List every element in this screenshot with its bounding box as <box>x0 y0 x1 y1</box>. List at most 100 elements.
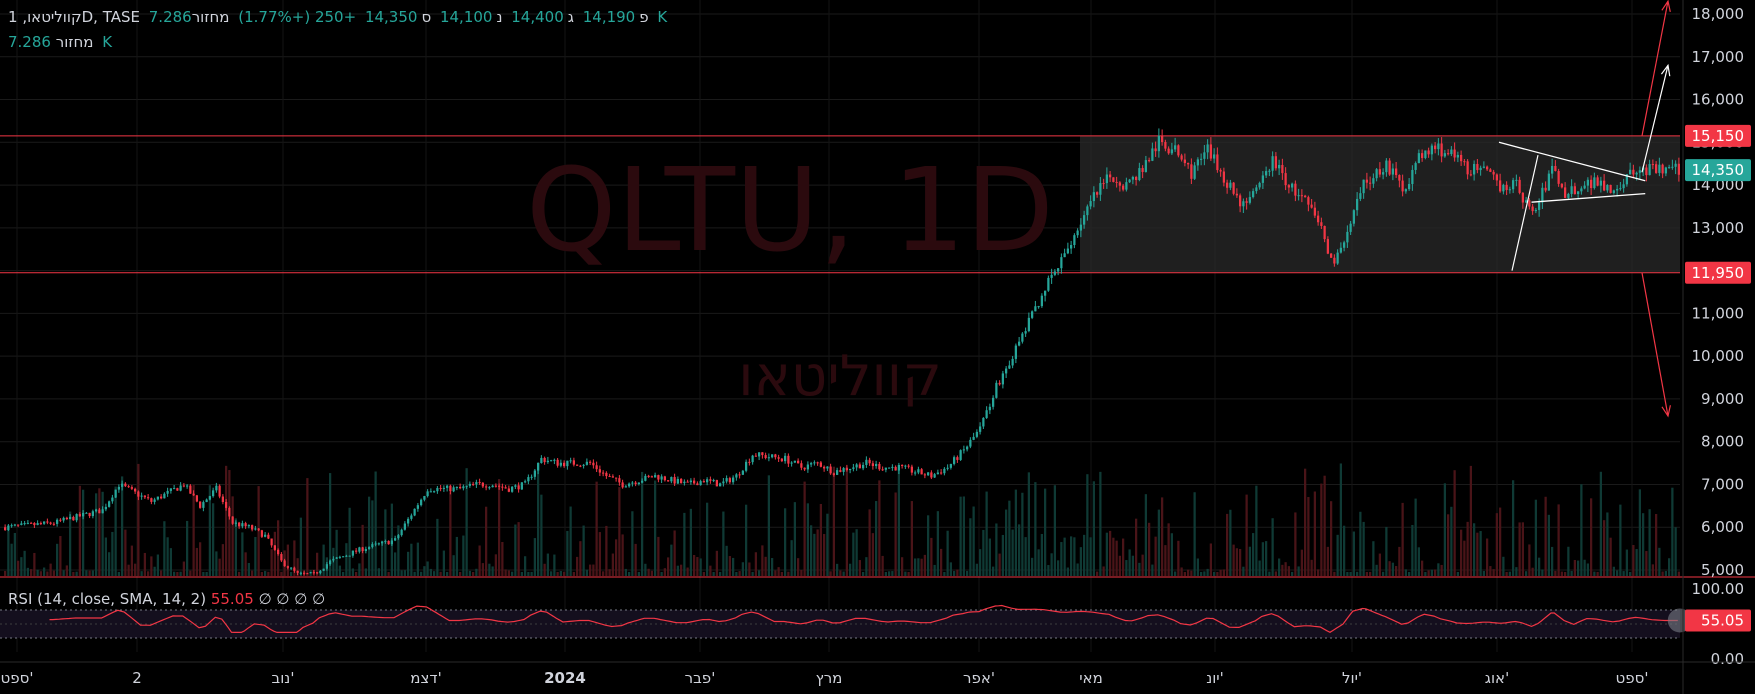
volume-bar <box>878 480 881 576</box>
volume-bar <box>416 542 419 576</box>
volume-bar <box>160 570 163 576</box>
volume-bar <box>1612 566 1615 576</box>
volume-bar <box>130 545 133 576</box>
volume-bar <box>1417 547 1420 576</box>
volume-bar <box>1027 472 1030 576</box>
volume-bar <box>338 565 341 576</box>
volume-bar <box>585 569 588 576</box>
rsi-label[interactable]: RSI (14, close, SMA, 14, 2) <box>8 590 207 608</box>
candle-body <box>1128 179 1131 183</box>
volume-bar <box>465 468 468 576</box>
volume-bar <box>1531 567 1534 576</box>
candle-body <box>1011 358 1014 366</box>
volume-bar <box>329 473 332 576</box>
candle-body <box>1021 333 1024 342</box>
volume-bar <box>839 570 842 576</box>
candle-body <box>1115 181 1118 183</box>
candle-body <box>176 488 179 491</box>
candle-body <box>1050 274 1053 278</box>
candle-body <box>267 534 270 539</box>
candle-body <box>225 502 228 508</box>
volume-bar <box>1599 471 1602 576</box>
volume-bar <box>849 563 852 576</box>
candle-body <box>598 469 601 473</box>
candle-body <box>1482 166 1485 168</box>
volume-bar <box>608 569 611 576</box>
price-axis[interactable]: 5,0006,0007,0008,0009,00010,00011,00012,… <box>1682 0 1751 694</box>
candle-body <box>1092 192 1095 202</box>
volume-bar <box>563 571 566 576</box>
candle-body <box>771 454 774 458</box>
volume-bar <box>91 570 94 576</box>
volume-bar <box>1112 537 1115 576</box>
volume-bar <box>1034 482 1037 576</box>
candle-body <box>1248 197 1251 203</box>
candle-body <box>1112 177 1115 182</box>
volume-bar <box>1557 504 1560 576</box>
candle-body <box>39 523 42 525</box>
candle-body <box>1596 177 1599 186</box>
volume-bar <box>1619 504 1622 576</box>
candle-body <box>59 519 62 521</box>
volume-bar <box>1148 522 1151 576</box>
candle-body <box>182 485 185 487</box>
candle-body <box>719 483 722 487</box>
volume-bar <box>1518 522 1521 576</box>
candle-body <box>1632 169 1635 175</box>
volume-bar <box>46 571 49 576</box>
volume-bar <box>1645 551 1648 576</box>
volume-bar <box>423 566 426 576</box>
symbol-title[interactable]: קווליטאו, 1D, TASE <box>8 8 140 26</box>
volume-bar <box>322 544 325 576</box>
volume-bar <box>179 571 182 576</box>
candle-body <box>696 483 699 486</box>
volume-bar <box>1044 488 1047 576</box>
candle-body <box>784 455 787 462</box>
volume-bar <box>1313 491 1316 576</box>
candle-body <box>446 485 449 488</box>
candle-body <box>13 524 16 526</box>
time-tick-label: ספט' <box>1616 669 1649 687</box>
volume-bar <box>1365 571 1368 576</box>
volume-bar <box>36 569 39 576</box>
triangle-line-1 <box>1531 192 1646 203</box>
trend-drawings[interactable] <box>1498 0 1671 418</box>
volume-bar <box>1242 566 1245 576</box>
volume-bar <box>228 470 231 576</box>
candle-body <box>468 483 471 486</box>
volume-bar <box>602 571 605 576</box>
volume-bar <box>836 563 839 576</box>
volume-bar <box>1346 571 1349 576</box>
volume-bar <box>150 556 153 576</box>
volume-bar <box>59 536 62 576</box>
candle-body <box>800 463 803 468</box>
volume-bar <box>946 530 949 576</box>
volume-bar <box>940 548 943 576</box>
candle-body <box>1122 185 1125 190</box>
volume-bar <box>364 568 367 576</box>
volume-bar <box>33 552 36 576</box>
volume-bar <box>686 567 689 576</box>
volume-bar <box>517 522 520 576</box>
candle-body <box>156 496 159 500</box>
volume-bar <box>637 571 640 576</box>
candle-body <box>1508 189 1511 191</box>
volume-bar <box>920 558 923 576</box>
candle-body <box>1242 201 1245 207</box>
volume-bar <box>1411 524 1414 576</box>
time-axis[interactable]: ספט' 2 נוב' דצמ' 2024 פבר' מרץ אפר' מאי יונ' יול' א… <box>0 661 1755 687</box>
candle-body <box>901 464 904 466</box>
candle-body <box>95 509 98 512</box>
candle-body <box>1307 197 1310 205</box>
volume-bar <box>1014 489 1017 576</box>
volume-bar <box>975 563 978 576</box>
volume-bar <box>1404 569 1407 576</box>
volume-bar <box>342 571 345 576</box>
candle-body <box>52 523 55 525</box>
candle-body <box>1450 149 1453 155</box>
candle-body <box>4 527 7 531</box>
candle-body <box>907 465 910 467</box>
candle-body <box>644 475 647 481</box>
volume-bar <box>1525 571 1528 576</box>
